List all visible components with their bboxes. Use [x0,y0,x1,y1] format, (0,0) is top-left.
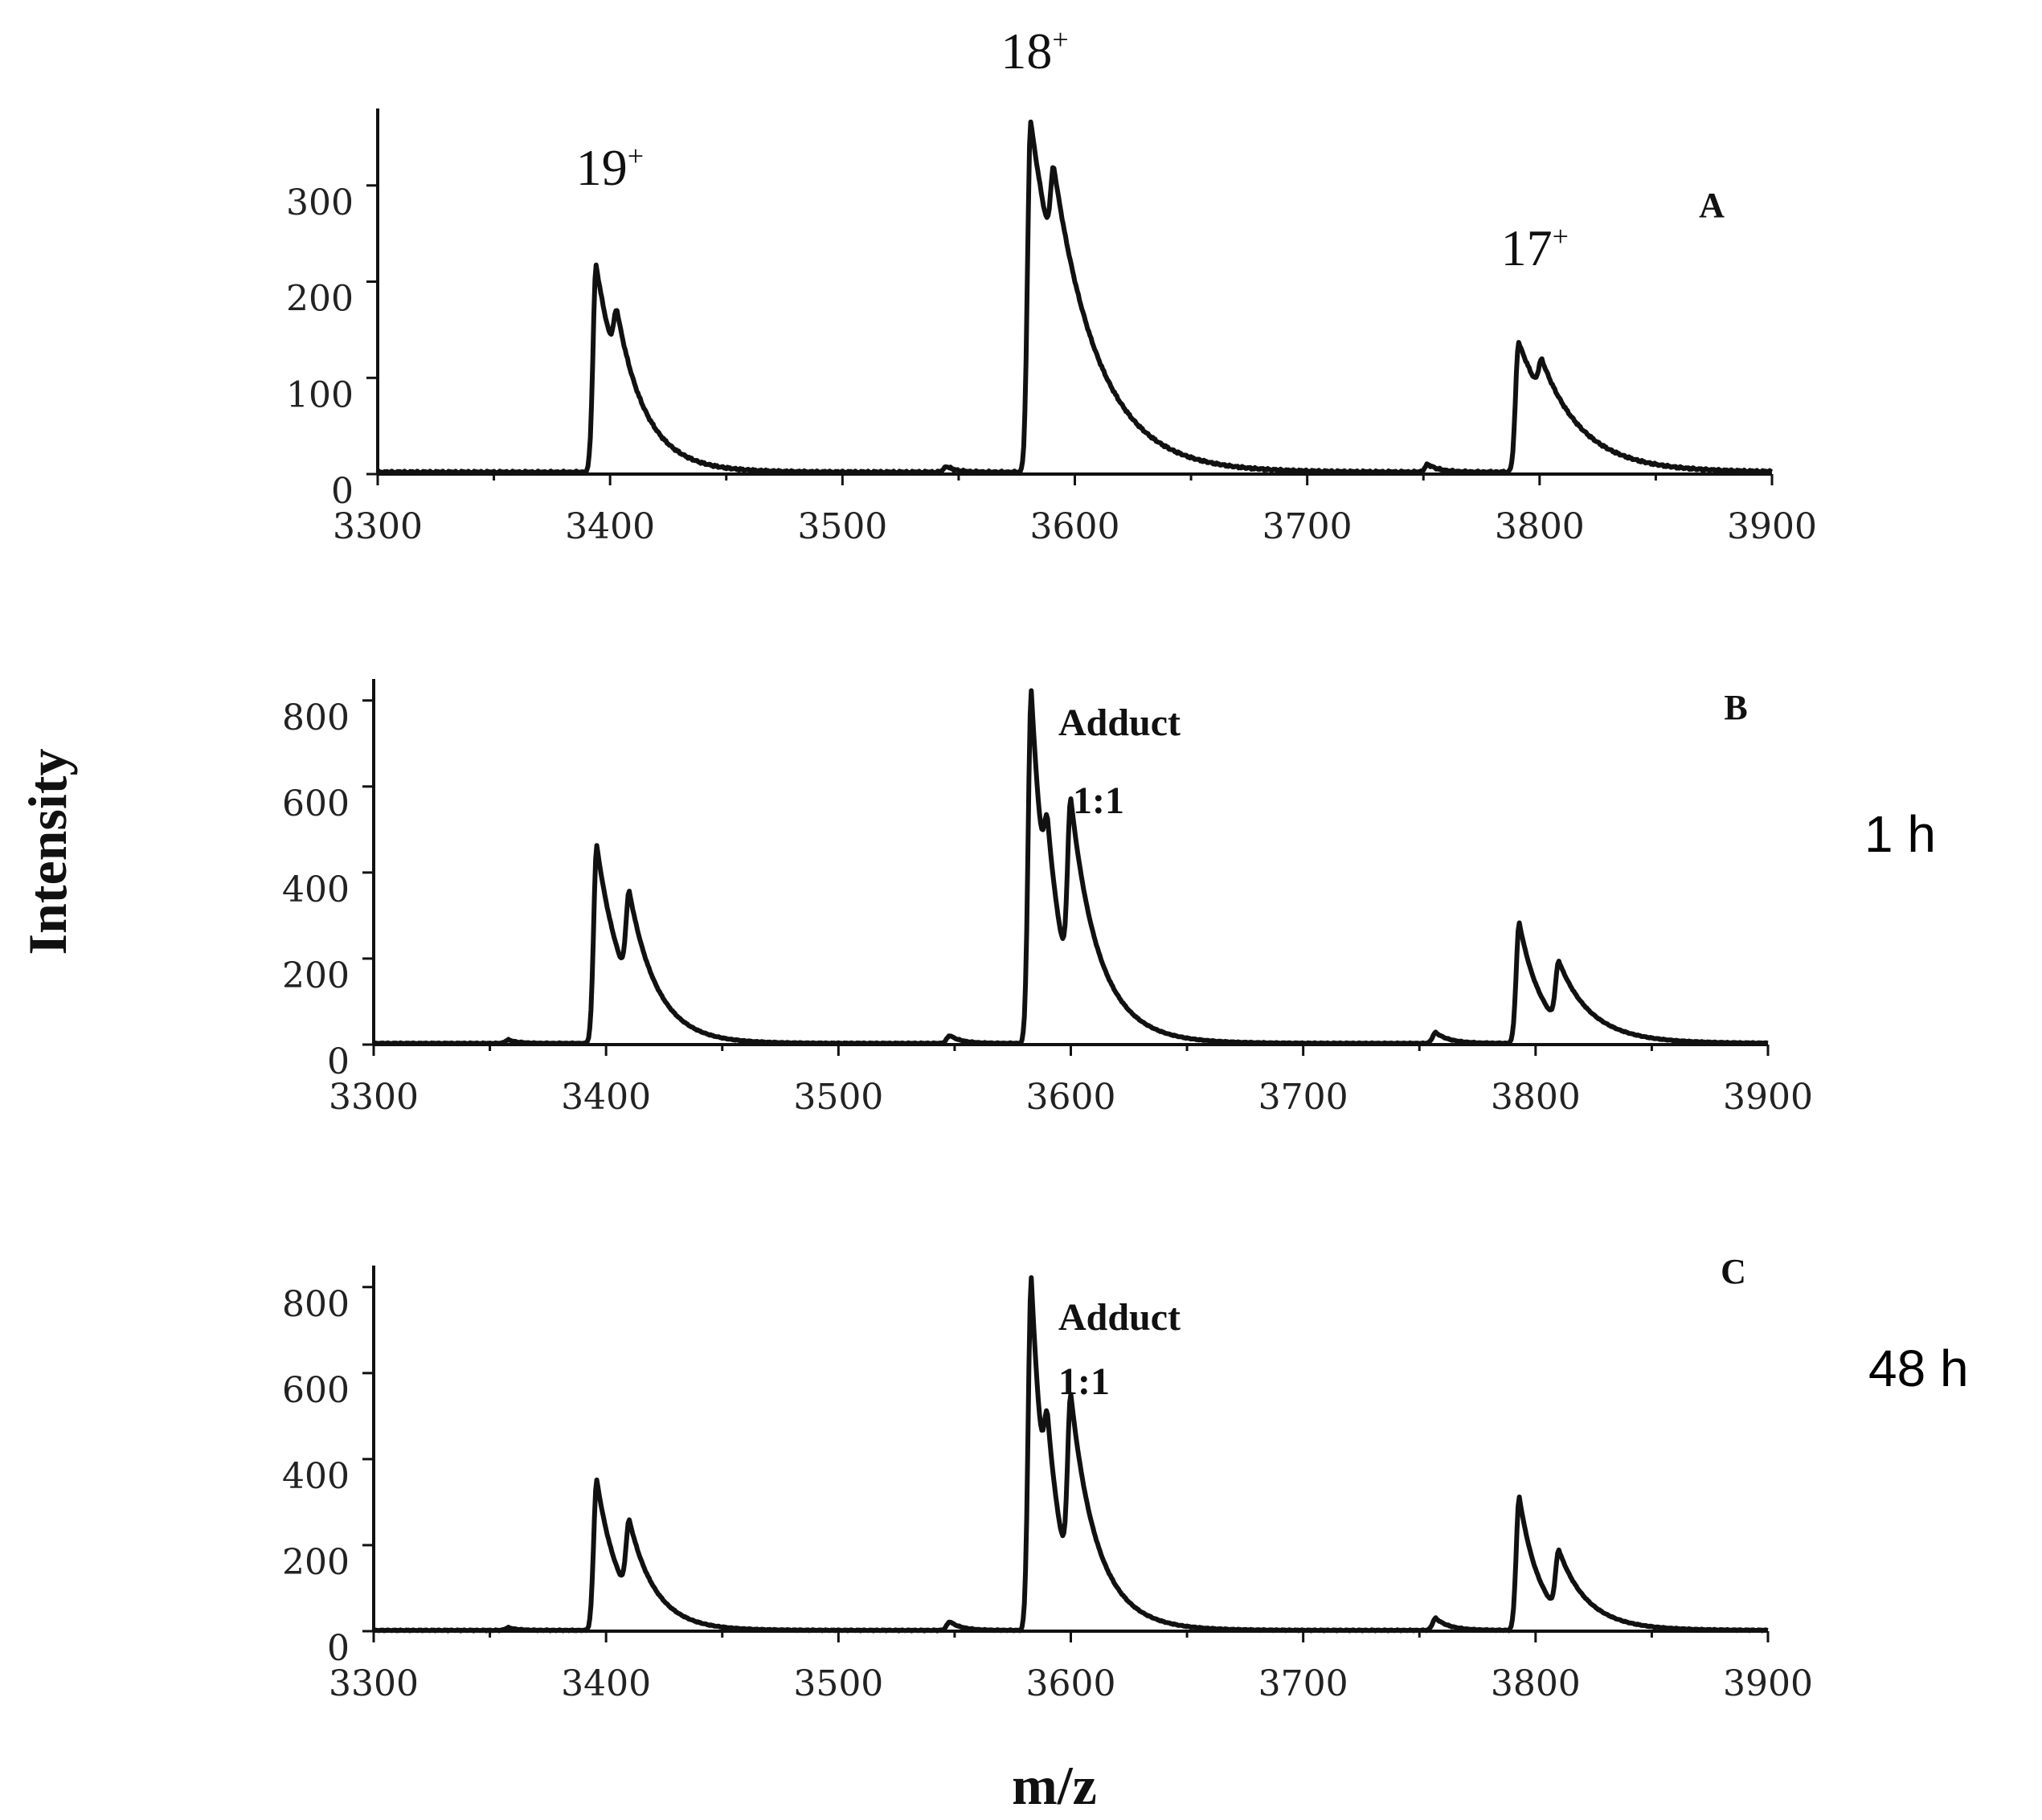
y-tick-label: 200 [286,279,354,320]
panel-letter-b: B [1724,688,1747,727]
x-tick-label: 3600 [1026,1663,1116,1704]
x-tick-label: 3400 [565,506,655,547]
charge-state-label: 19+ [576,139,644,196]
adduct-label: Adduct [1058,701,1181,744]
y-tick-label: 200 [282,955,350,996]
x-tick-label: 3700 [1258,1663,1348,1704]
x-tick-label: 3300 [333,506,423,547]
x-tick-label: 3300 [329,1663,419,1704]
y-axis-title: Intensity [17,749,78,955]
y-tick-label: 800 [282,1284,350,1325]
time-label-c: 48 h [1868,1339,1969,1397]
x-tick-label: 3400 [561,1077,651,1118]
adduct-label: Adduct [1058,1296,1181,1339]
y-tick-label: 0 [327,1041,350,1082]
panel-b: 3300 3400 3500 3600 3700 3800 3900 0 200 400 600 80… [282,679,1936,1118]
x-tick-label: 3300 [329,1077,419,1118]
panel-c: 3300 3400 3500 3600 3700 3800 3900 0 200 400 600 80… [282,1252,1969,1704]
y-tick-label: 100 [286,374,354,415]
spectrum-line-a [375,119,1774,476]
ratio-label: 1:1 [1073,779,1124,822]
x-tick-label: 3800 [1495,506,1585,547]
spectrum-line-b [372,688,1770,1046]
x-tick-label: 3900 [1727,506,1817,547]
y-tick-label: 600 [282,783,350,824]
y-tick-label: 600 [282,1370,350,1411]
x-tick-label: 3800 [1491,1663,1581,1704]
ratio-label: 1:1 [1058,1360,1110,1403]
spectrum-line-c [372,1275,1770,1634]
x-tick-label: 3900 [1723,1077,1813,1118]
y-tick-label: 400 [282,869,350,910]
x-tick-label: 3700 [1262,506,1352,547]
y-tick-label: 300 [286,182,354,223]
x-tick-label: 3600 [1026,1077,1116,1118]
charge-state-label: 18+ [1001,22,1068,80]
y-tick-label: 0 [331,471,354,512]
y-tick-label: 400 [282,1456,350,1497]
charge-state-label: 17+ [1501,219,1569,276]
x-tick-label: 3600 [1030,506,1120,547]
x-tick-label: 3400 [561,1663,651,1704]
panel-a: 3300 3400 3500 3600 3700 3800 3900 0 100 200 300 A 1… [286,22,1817,547]
panel-letter-c: C [1721,1252,1746,1291]
x-tick-label: 3700 [1258,1077,1348,1118]
x-tick-label: 3800 [1491,1077,1581,1118]
panel-letter-a: A [1699,186,1725,225]
y-tick-label: 0 [327,1628,350,1669]
y-tick-label: 800 [282,697,350,738]
x-axis-title: m/z [1012,1755,1097,1816]
time-label-b: 1 h [1864,805,1936,863]
x-tick-label: 3900 [1723,1663,1813,1704]
x-tick-label: 3500 [797,506,887,547]
x-tick-label: 3500 [793,1077,883,1118]
x-tick-label: 3500 [793,1663,883,1704]
y-tick-label: 200 [282,1542,350,1583]
